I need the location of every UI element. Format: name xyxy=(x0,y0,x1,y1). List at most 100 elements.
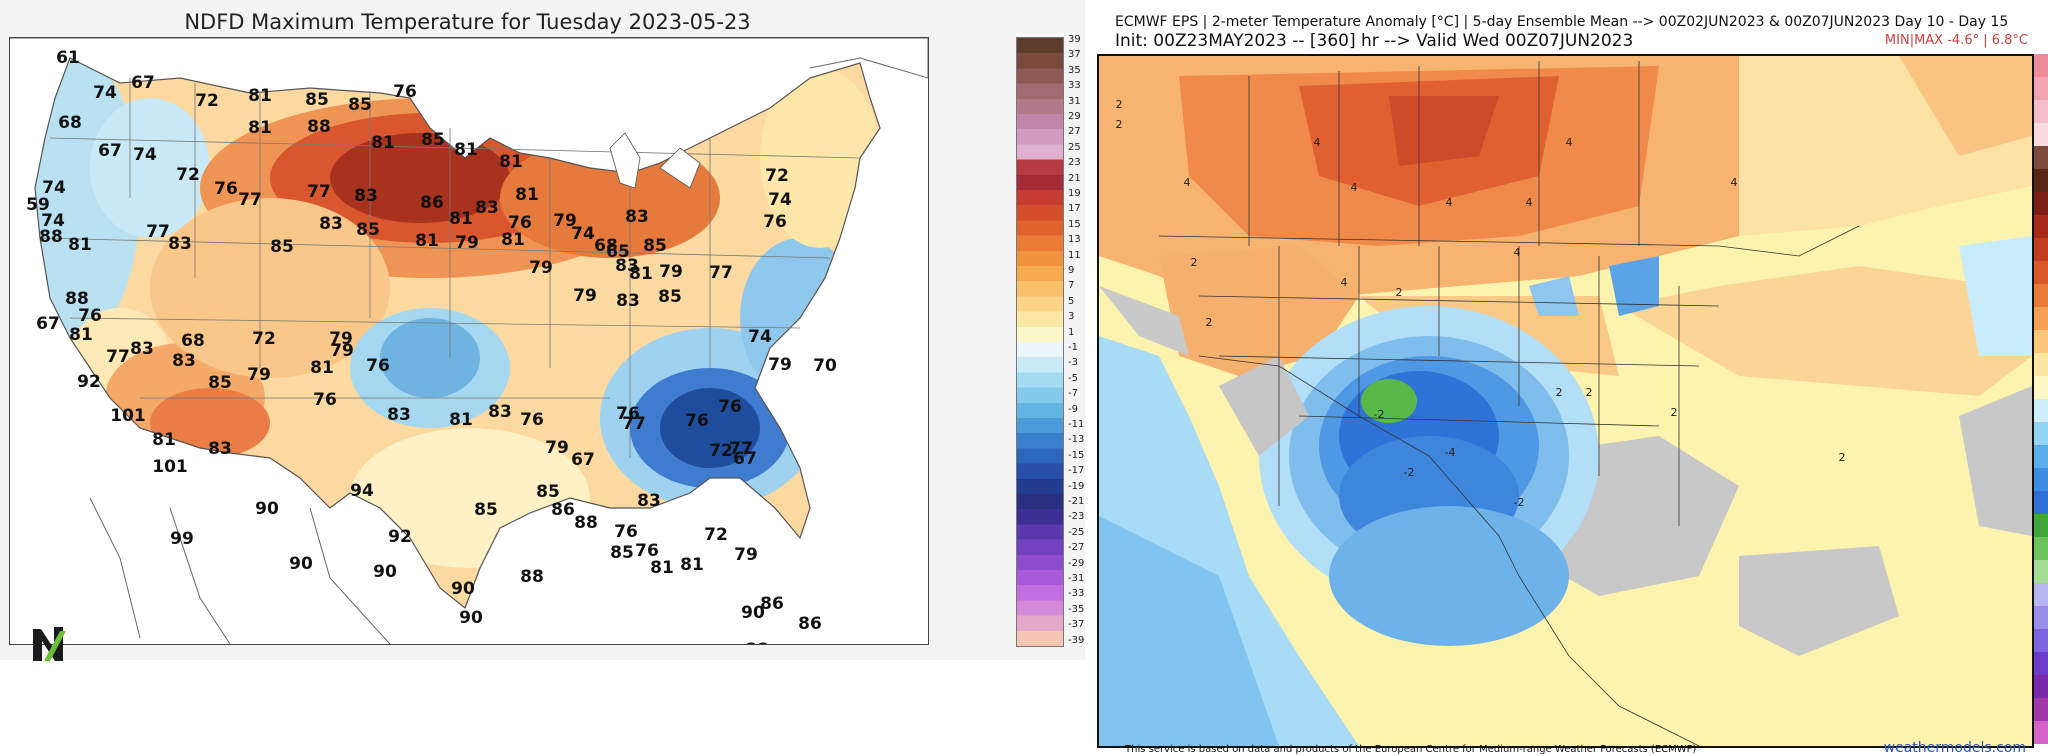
temperature-label: 74 xyxy=(93,83,117,103)
temperature-label: 81 xyxy=(248,118,272,138)
temperature-label: 81 xyxy=(680,555,704,575)
scale-tick: 23 xyxy=(1068,157,1081,169)
ecmwf-borders xyxy=(1158,61,1860,746)
anomaly-contour-label: 2 xyxy=(1206,316,1213,329)
temperature-label: 101 xyxy=(152,457,188,477)
anomaly-contour-label: 4 xyxy=(1184,176,1191,189)
ecmwf-brand-link[interactable]: weathermodels.com xyxy=(1883,740,2026,756)
temperature-label: 90 xyxy=(741,603,765,623)
temperature-label: 61 xyxy=(56,48,80,68)
temperature-label: 79 xyxy=(659,262,683,282)
temperature-label: 85 xyxy=(536,482,560,502)
temperature-label: 88 xyxy=(520,567,544,587)
scale-tick: 11 xyxy=(1068,249,1081,261)
anomaly-contour-label: 2 xyxy=(1586,386,1593,399)
scale-tick: -25 xyxy=(1068,526,1085,538)
scale-tick: 17 xyxy=(1068,203,1081,215)
scale-tick: 15 xyxy=(1068,218,1081,230)
nws-logo-icon xyxy=(30,623,68,667)
temperature-label: 74 xyxy=(768,190,792,210)
temperature-label: 68 xyxy=(181,331,205,351)
temperature-label: 81 xyxy=(449,410,473,430)
temperature-label: 77 xyxy=(146,222,170,242)
temperature-label: 72 xyxy=(176,165,200,185)
temperature-label: 86 xyxy=(798,614,822,634)
scale-tick: -5 xyxy=(1068,372,1078,384)
scale-tick: 19 xyxy=(1068,188,1081,199)
temperature-label: 83 xyxy=(488,402,512,422)
temperature-label: 59 xyxy=(26,195,50,215)
anomaly-contour-label: -2 xyxy=(1404,466,1415,479)
temperature-label: 77 xyxy=(238,190,262,210)
ndfd-temperature-map: 61 74 67 72 81 85 85 76 68 67 74 81 88 81 85 81 81 74 72 59… xyxy=(9,37,929,661)
temperature-label: 65 xyxy=(606,242,630,262)
scale-tick: 27 xyxy=(1068,126,1081,138)
scale-tick: -31 xyxy=(1068,573,1085,584)
temperature-label: 79 xyxy=(329,329,353,349)
temperature-label: 67 xyxy=(131,73,155,93)
anomaly-contour-label: -4 xyxy=(1445,446,1456,459)
anomaly-contour-label: 4 xyxy=(1731,176,1738,189)
scale-tick: -19 xyxy=(1068,480,1085,492)
scale-tick: -11 xyxy=(1068,419,1085,430)
temperature-label: 92 xyxy=(77,372,101,392)
temperature-label: 79 xyxy=(529,258,553,278)
ndfd-color-scale: 39 37 35 33 31 29 27 25 23 21 19 17 15 13 11 9 7 5 3 1 -1 -3-… xyxy=(1016,34,1084,647)
temperature-label: 76 xyxy=(616,404,640,424)
temperature-label: 79 xyxy=(247,365,271,385)
temperature-label: 74 xyxy=(571,224,595,244)
temperature-label: 81 xyxy=(152,430,176,450)
scale-tick: 13 xyxy=(1068,234,1081,246)
scale-tick: 29 xyxy=(1068,111,1081,122)
ecmwf-panel: ECMWF EPS | 2-meter Temperature Anomaly … xyxy=(1090,0,2048,756)
anomaly-contour-label: -2 xyxy=(1514,496,1525,509)
scale-tick: 1 xyxy=(1068,326,1075,338)
temperature-label: 79 xyxy=(573,286,597,306)
temperature-label: 72 xyxy=(709,441,733,461)
scale-tick: 21 xyxy=(1068,172,1081,184)
temperature-label: 85 xyxy=(658,287,682,307)
temperature-label: 85 xyxy=(421,130,445,150)
temperature-label: 79 xyxy=(545,438,569,458)
temperature-label: 72 xyxy=(195,91,219,111)
temperature-label: 83 xyxy=(354,186,378,206)
temperature-label: 74 xyxy=(41,211,65,231)
temperature-label: 77 xyxy=(106,347,130,367)
temperature-label: 81 xyxy=(310,358,334,378)
ecmwf-anomaly-map: 2 2 4 4 4 4 4 4 4 2 2 4 4 2 2 2 -2 -2 -4 -2 2 2 xyxy=(1097,54,2034,748)
temperature-label: 77 xyxy=(307,182,331,202)
temperature-label: 67 xyxy=(571,450,595,470)
temperature-label: 90 xyxy=(289,554,313,574)
temperature-label: 85 xyxy=(348,95,372,115)
scale-tick: -21 xyxy=(1068,496,1085,507)
temperature-label: 83 xyxy=(475,198,499,218)
temperature-label: 81 xyxy=(650,558,674,578)
scale-tick: 3 xyxy=(1068,311,1075,323)
temperature-label: 85 xyxy=(610,543,634,563)
scale-tick: 35 xyxy=(1068,64,1081,76)
anomaly-contour-label: 4 xyxy=(1351,181,1358,194)
temperature-label: 83 xyxy=(130,339,154,359)
temperature-label: 77 xyxy=(622,414,646,434)
temperature-label: 85 xyxy=(305,90,329,110)
anomaly-contour-label: 2 xyxy=(1116,118,1123,131)
temperature-label: 83 xyxy=(172,351,196,371)
scale-tick: -29 xyxy=(1068,557,1085,569)
temperature-label: 83 xyxy=(616,291,640,311)
temperature-label: 86 xyxy=(760,594,784,614)
temperature-label: 81 xyxy=(68,235,92,255)
anomaly-contour-label: 2 xyxy=(1116,98,1123,111)
temperature-label: 79 xyxy=(768,355,792,375)
temperature-label: 81 xyxy=(449,209,473,229)
temperature-label: 67 xyxy=(36,314,60,334)
great-lakes xyxy=(609,132,701,189)
temperature-label: 67 xyxy=(733,449,757,469)
temperature-label: 88 xyxy=(745,640,769,644)
temperature-label: 83 xyxy=(387,405,411,425)
scale-tick: -9 xyxy=(1068,403,1078,415)
temperature-label: 72 xyxy=(252,329,276,349)
temperature-label: 76 xyxy=(635,541,659,561)
temperature-label: 90 xyxy=(373,562,397,582)
temperature-label: 76 xyxy=(763,212,787,232)
scale-tick: 31 xyxy=(1068,95,1081,107)
